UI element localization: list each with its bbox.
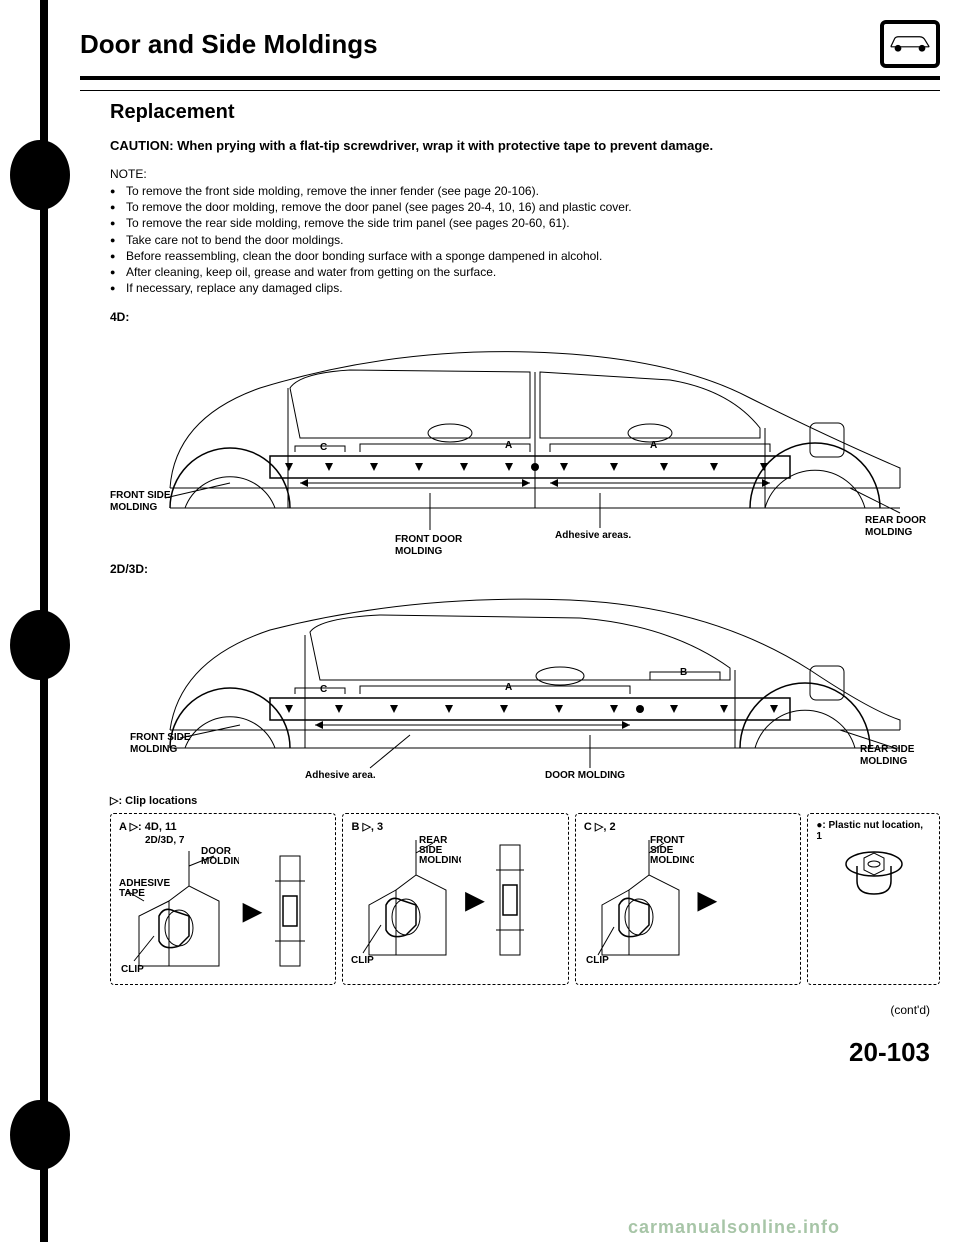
svg-text:MOLDING: MOLDING	[395, 546, 442, 557]
clip-c-header: C ▷, 2	[584, 820, 792, 833]
clip-detail-row: A ▷: 4D, 11 2D/3D, 7 ADHESIVE TAPE DOOR	[110, 813, 940, 985]
svg-text:MOLDING: MOLDING	[419, 855, 461, 866]
spine-bump	[10, 1100, 70, 1170]
header-row: Door and Side Moldings	[80, 20, 940, 80]
svg-text:C: C	[320, 684, 327, 695]
svg-text:FRONT SIDE: FRONT SIDE	[110, 490, 171, 501]
diagram-4d-label: 4D:	[110, 310, 940, 324]
contd-label: (cont'd)	[80, 1003, 930, 1017]
section-title: Replacement	[110, 101, 940, 124]
diagram-4d: C A A FRONT SIDE MOLDING FRONT DOOR MOLD…	[110, 328, 940, 558]
note-item: Before reassembling, clean the door bond…	[110, 248, 940, 264]
note-item: To remove the front side molding, remove…	[110, 183, 940, 199]
caution-text: CAUTION: When prying with a flat-tip scr…	[110, 138, 940, 153]
clip-a-header: A ▷: 4D, 11	[119, 821, 177, 833]
svg-text:MOLDING: MOLDING	[860, 756, 907, 767]
note-item: After cleaning, keep oil, grease and wat…	[110, 264, 940, 280]
spine-bump	[10, 610, 70, 680]
svg-text:A: A	[650, 440, 657, 451]
svg-text:Adhesive areas.: Adhesive areas.	[555, 530, 631, 541]
note-item: Take care not to bend the door moldings.	[110, 232, 940, 248]
page-number: 20-103	[80, 1037, 930, 1068]
clip-b-header: B ▷, 3	[351, 820, 559, 833]
svg-text:A: A	[505, 682, 512, 693]
clip-legend: ▷: Clip locations	[110, 794, 940, 807]
svg-text:CLIP: CLIP	[351, 955, 374, 965]
svg-text:FRONT SIDE: FRONT SIDE	[130, 732, 191, 743]
clip-b-section	[488, 840, 533, 960]
clip-a-section	[265, 851, 315, 971]
svg-text:REAR SIDE: REAR SIDE	[860, 744, 915, 755]
clip-box-c: C ▷, 2 FRONT SIDE MOLDING CLIP	[575, 813, 801, 985]
svg-text:FRONT DOOR: FRONT DOOR	[395, 534, 463, 545]
svg-text:DOOR MOLDING: DOOR MOLDING	[545, 770, 625, 781]
clip-a-drawing: ADHESIVE TAPE DOOR MOLDING CLIP	[119, 846, 239, 976]
svg-text:MOLDING: MOLDING	[865, 527, 912, 538]
clip-box-b: B ▷, 3 REAR SIDE MOLDING CLIP	[342, 813, 568, 985]
note-label: NOTE:	[110, 167, 940, 181]
svg-text:CLIP: CLIP	[121, 964, 144, 975]
diagram-2d-label: 2D/3D:	[110, 562, 940, 576]
svg-text:Adhesive area.: Adhesive area.	[305, 770, 376, 781]
svg-text:CLIP: CLIP	[586, 955, 609, 965]
svg-text:MOLDING: MOLDING	[110, 502, 157, 513]
clip-box-a: A ▷: 4D, 11 2D/3D, 7 ADHESIVE TAPE DOOR	[110, 813, 336, 985]
svg-text:MOLDING: MOLDING	[130, 744, 177, 755]
svg-text:MOLDING: MOLDING	[201, 856, 239, 867]
arrow-icon: ▶	[243, 897, 261, 926]
notes-list: To remove the front side molding, remove…	[110, 183, 940, 296]
nut-legend: ●: Plastic nut location, 1	[816, 820, 931, 842]
diagram-2d: B C	[110, 580, 940, 790]
car-section-icon	[880, 20, 940, 68]
svg-text:MOLDING: MOLDING	[650, 855, 694, 866]
book-spine	[0, 0, 80, 1242]
clip-b-drawing: REAR SIDE MOLDING CLIP	[351, 835, 461, 965]
svg-text:REAR DOOR: REAR DOOR	[865, 515, 927, 526]
note-item: To remove the door molding, remove the d…	[110, 199, 940, 215]
arrow-icon: ▶	[698, 886, 716, 915]
clip-a-sub: 2D/3D, 7	[145, 835, 327, 846]
page-content: Door and Side Moldings Replacement CAUTI…	[80, 20, 940, 1222]
clip-box-nut: ●: Plastic nut location, 1	[807, 813, 940, 985]
page-title: Door and Side Moldings	[80, 29, 378, 60]
arrow-icon: ▶	[465, 886, 483, 915]
clip-c-drawing: FRONT SIDE MOLDING CLIP	[584, 835, 694, 965]
svg-text:A: A	[505, 440, 512, 451]
svg-text:C: C	[320, 442, 327, 453]
note-item: If necessary, replace any damaged clips.	[110, 280, 940, 296]
note-item: To remove the rear side molding, remove …	[110, 215, 940, 231]
spine-bump	[10, 140, 70, 210]
watermark: carmanualsonline.info	[628, 1217, 840, 1238]
plastic-nut-drawing	[816, 846, 931, 901]
header-rule	[80, 90, 940, 91]
svg-text:TAPE: TAPE	[119, 888, 145, 899]
